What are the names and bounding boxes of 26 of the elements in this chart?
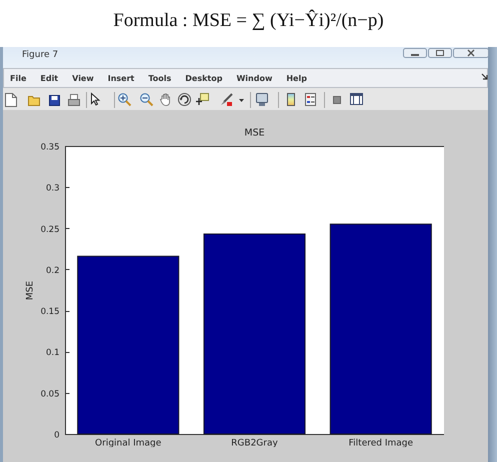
text: Edit: [40, 74, 58, 82]
text: Help: [286, 74, 307, 82]
y-tick-label: 0.3: [46, 184, 60, 194]
y-tick-label: 0: [54, 430, 60, 440]
chart-title: MSE: [244, 128, 265, 138]
text: Desktop: [185, 74, 222, 82]
y-tick-label: 0.35: [40, 142, 60, 152]
text: File: [10, 74, 26, 82]
bar: [77, 256, 180, 434]
x-tick-label: Filtered Image: [348, 438, 414, 448]
y-tick-label: 0.1: [46, 348, 60, 358]
text: Formula : MSE = ∑ (Yi−Ŷi)²/(n−p): [112, 10, 385, 32]
x-tick-label: Original Image: [95, 438, 162, 448]
y-tick-label: 0.05: [40, 389, 60, 400]
caption: Figure 7: [22, 50, 58, 60]
y-tick-label: 0.25: [40, 224, 60, 235]
text: Tools: [148, 74, 172, 82]
x-tick-label: RGB2Gray: [231, 438, 278, 448]
bar: [203, 234, 306, 434]
text: View: [72, 74, 94, 82]
y-axis-title: MSE: [26, 280, 36, 300]
text: Window: [236, 74, 272, 82]
text: Insert: [108, 74, 134, 82]
bar: [330, 224, 432, 434]
y-tick-label: 0.15: [40, 307, 60, 318]
y-tick-label: 0.2: [46, 266, 60, 276]
